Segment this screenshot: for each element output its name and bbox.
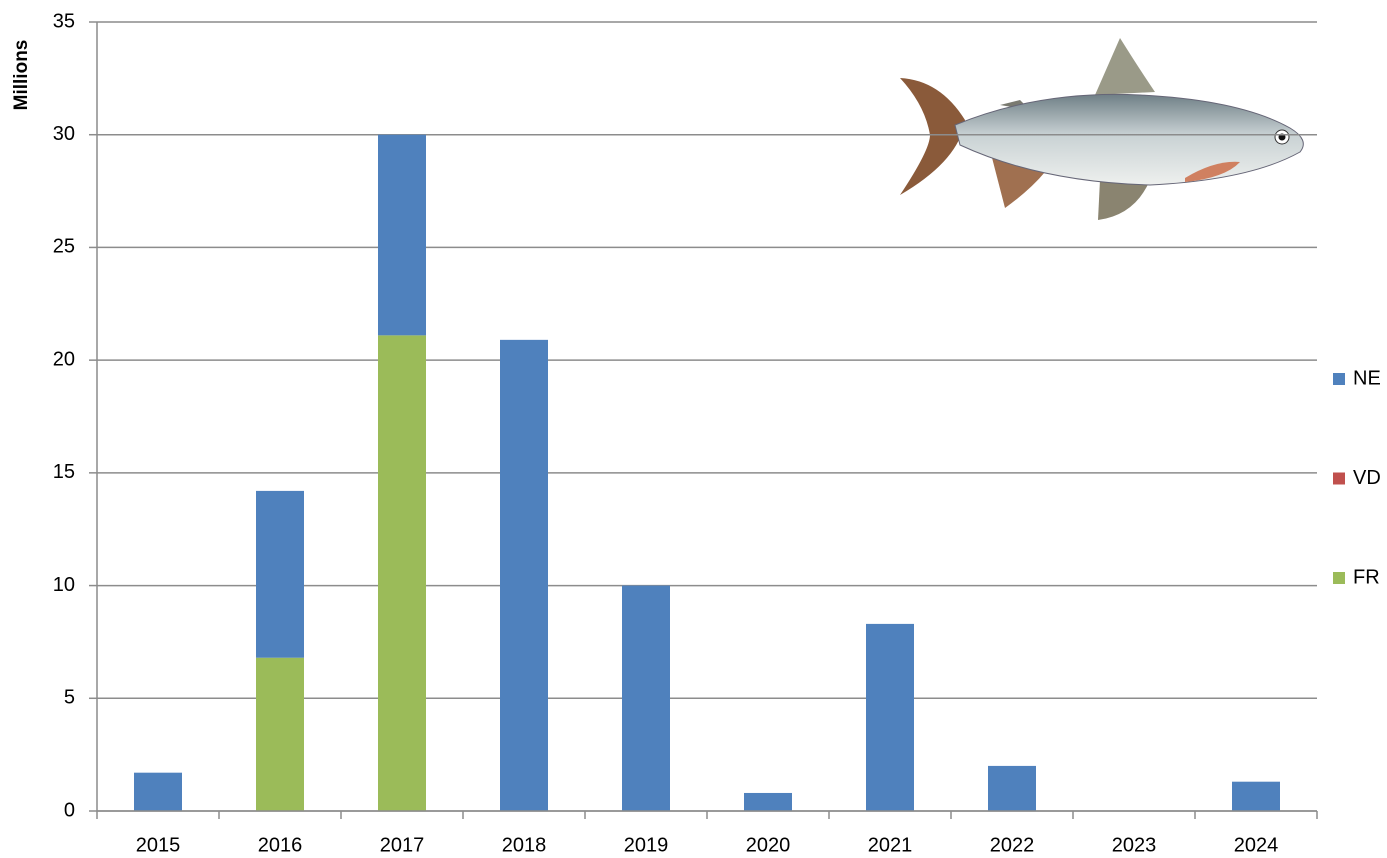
- bar-segment: [256, 490, 304, 658]
- x-tick-label: 2020: [746, 834, 791, 856]
- y-tick-label: 0: [64, 799, 75, 821]
- bar-segment: [378, 335, 426, 811]
- x-tick-label: 2016: [258, 834, 303, 856]
- x-tick-label: 2022: [990, 834, 1035, 856]
- bar-segment: [134, 772, 182, 811]
- bar-segment: [988, 765, 1036, 811]
- y-tick-label: 25: [53, 236, 75, 258]
- legend-swatch: [1333, 572, 1345, 584]
- legend-label: VD: [1353, 467, 1381, 489]
- x-tick-label: 2021: [868, 834, 913, 856]
- y-tick-label: 10: [53, 574, 75, 596]
- bar-segment: [500, 339, 548, 811]
- x-tick-label: 2019: [624, 834, 669, 856]
- x-tick-label: 2023: [1112, 834, 1157, 856]
- x-tick-label: 2017: [380, 834, 425, 856]
- bar-segment: [378, 134, 426, 336]
- y-axis-label: Millions: [11, 40, 32, 111]
- y-tick-label: 30: [53, 123, 75, 145]
- fish-illustration: [900, 38, 1304, 220]
- y-tick-label: 20: [53, 348, 75, 370]
- bar-segment: [866, 623, 914, 811]
- legend-label: FR: [1353, 566, 1380, 588]
- bar-segment: [744, 792, 792, 811]
- legend-label: NE: [1353, 367, 1381, 389]
- y-tick-label: 35: [53, 10, 75, 32]
- x-tick-label: 2024: [1234, 834, 1279, 856]
- bar-segment: [256, 657, 304, 811]
- bar-segment: [1232, 781, 1280, 811]
- legend-swatch: [1333, 472, 1345, 485]
- y-tick-label: 5: [64, 687, 75, 709]
- legend-swatch: [1333, 373, 1345, 385]
- bar-segment: [622, 585, 670, 811]
- x-tick-label: 2018: [502, 834, 547, 856]
- y-tick-label: 15: [53, 461, 75, 483]
- x-tick-label: 2015: [136, 834, 181, 856]
